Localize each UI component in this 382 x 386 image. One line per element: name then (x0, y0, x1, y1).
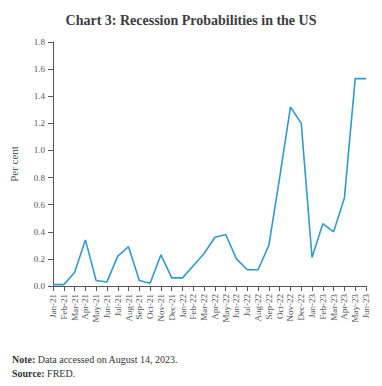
svg-text:Mar-21: Mar-21 (70, 294, 80, 321)
svg-text:Per cent: Per cent (8, 146, 20, 182)
svg-text:FRED.: FRED. (47, 368, 75, 379)
svg-text:0.0: 0.0 (34, 281, 46, 291)
svg-text:Apr-22: Apr-22 (210, 294, 220, 320)
svg-text:Jul-21: Jul-21 (113, 294, 123, 317)
svg-text:Apr-23: Apr-23 (339, 294, 349, 320)
svg-text:Jan-22: Jan-22 (178, 294, 188, 318)
svg-text:Apr-21: Apr-21 (80, 294, 90, 320)
svg-text:1.2: 1.2 (34, 118, 45, 128)
svg-text:Oct-21: Oct-21 (145, 294, 155, 319)
svg-text:Data accessed on August 14, 20: Data accessed on August 14, 2023. (38, 354, 178, 365)
svg-text:Chart 3: Recession Probabiliti: Chart 3: Recession Probabilities in the … (66, 13, 317, 28)
svg-text:Aug-22: Aug-22 (253, 294, 263, 322)
svg-text:1.8: 1.8 (34, 37, 46, 47)
svg-text:Jun-22: Jun-22 (231, 294, 241, 319)
svg-text:Dec-21: Dec-21 (167, 294, 177, 321)
svg-text:Jun-23: Jun-23 (361, 294, 371, 319)
svg-text:0.2: 0.2 (34, 254, 45, 264)
svg-text:May-23: May-23 (350, 294, 360, 323)
svg-text:Oct-22: Oct-22 (275, 294, 285, 319)
svg-text:0.6: 0.6 (34, 200, 46, 210)
svg-text:1.0: 1.0 (34, 145, 46, 155)
svg-text:Sep-21: Sep-21 (134, 294, 144, 320)
svg-text:Mar-23: Mar-23 (329, 294, 339, 321)
svg-text:Jan-21: Jan-21 (48, 294, 58, 318)
svg-text:Mar-22: Mar-22 (199, 294, 209, 321)
svg-text:Feb-22: Feb-22 (188, 294, 198, 320)
svg-text:0.8: 0.8 (34, 173, 46, 183)
svg-text:Nov-21: Nov-21 (156, 294, 166, 322)
svg-text:1.4: 1.4 (34, 91, 46, 101)
svg-text:Jul-22: Jul-22 (242, 294, 252, 317)
svg-text:May-22: May-22 (221, 294, 231, 323)
svg-text:Jun-21: Jun-21 (102, 294, 112, 319)
svg-text:Nov-22: Nov-22 (285, 294, 295, 322)
svg-text:May-21: May-21 (91, 294, 101, 323)
svg-text:1.6: 1.6 (34, 64, 46, 74)
svg-text:Feb-23: Feb-23 (318, 294, 328, 320)
svg-text:Sep-22: Sep-22 (264, 294, 274, 320)
svg-text:Aug-21: Aug-21 (124, 294, 134, 322)
svg-text:Source:: Source: (12, 368, 45, 379)
svg-text:Feb-21: Feb-21 (59, 294, 69, 320)
svg-text:Dec-22: Dec-22 (296, 294, 306, 321)
svg-text:0.4: 0.4 (34, 227, 46, 237)
svg-text:Note:: Note: (12, 354, 35, 365)
svg-text:Jan-23: Jan-23 (307, 294, 317, 318)
